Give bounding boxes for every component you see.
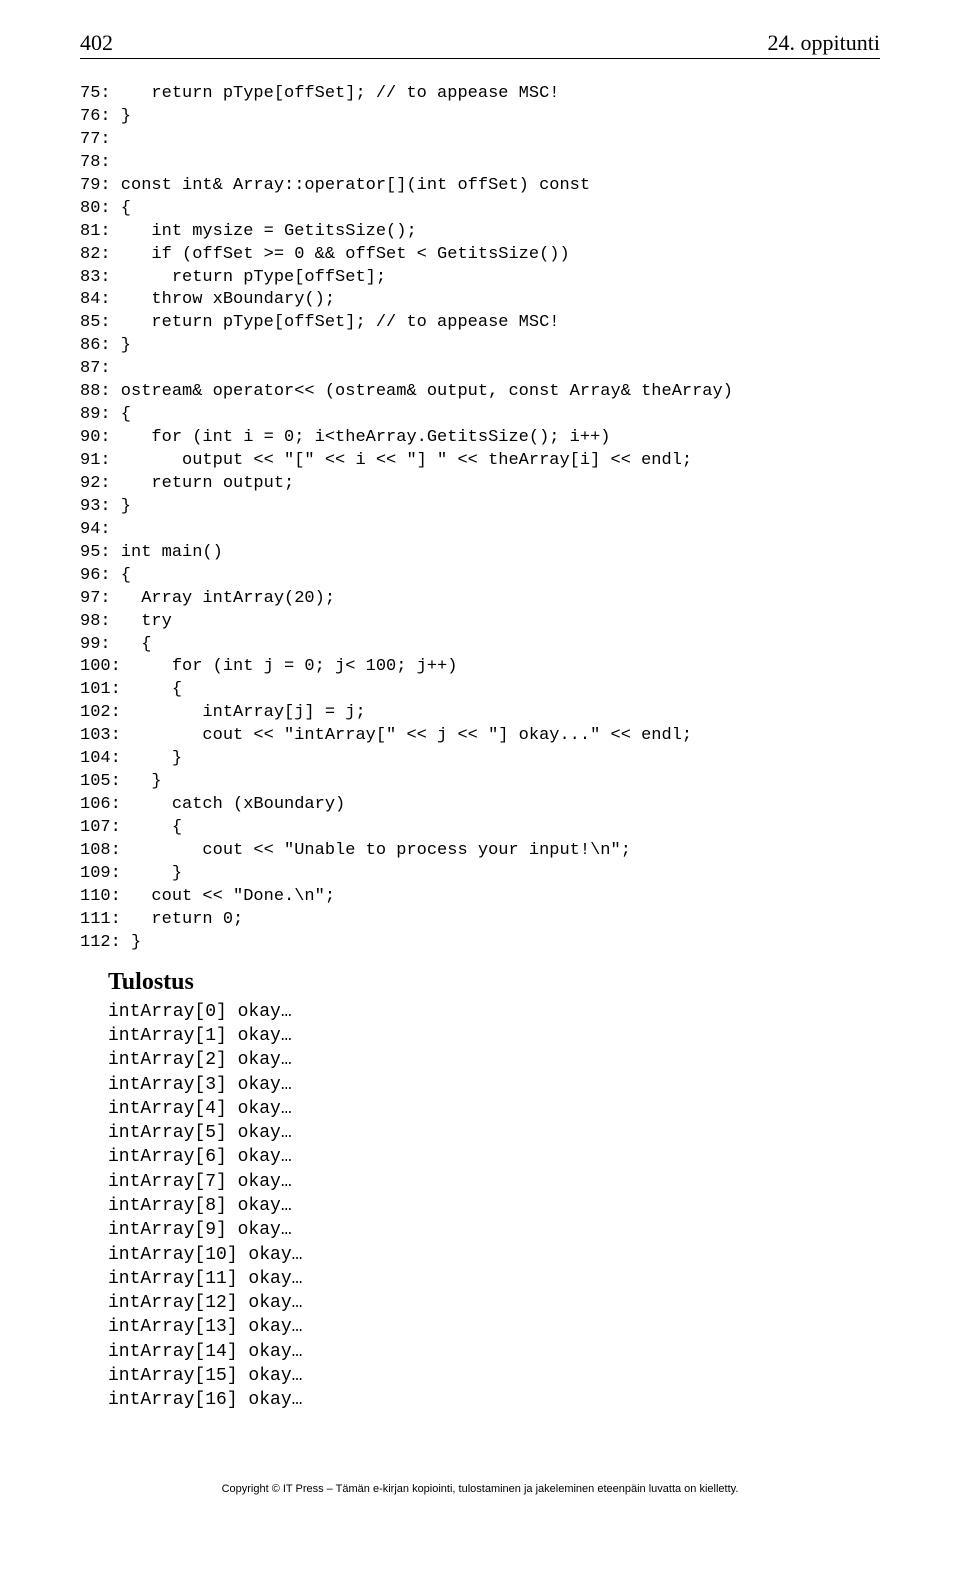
copyright-footer: Copyright © IT Press – Tämän e-kirjan ko… xyxy=(80,1483,880,1495)
page-number: 402 xyxy=(80,30,113,56)
program-output: intArray[0] okay… intArray[1] okay… intA… xyxy=(108,1000,880,1413)
page-header: 402 24. oppitunti xyxy=(80,30,880,59)
chapter-title: 24. oppitunti xyxy=(768,30,880,56)
page: 402 24. oppitunti 75: return pType[offSe… xyxy=(0,0,960,1535)
code-listing: 75: return pType[offSet]; // to appease … xyxy=(80,83,880,955)
output-heading: Tulostus xyxy=(108,969,880,996)
